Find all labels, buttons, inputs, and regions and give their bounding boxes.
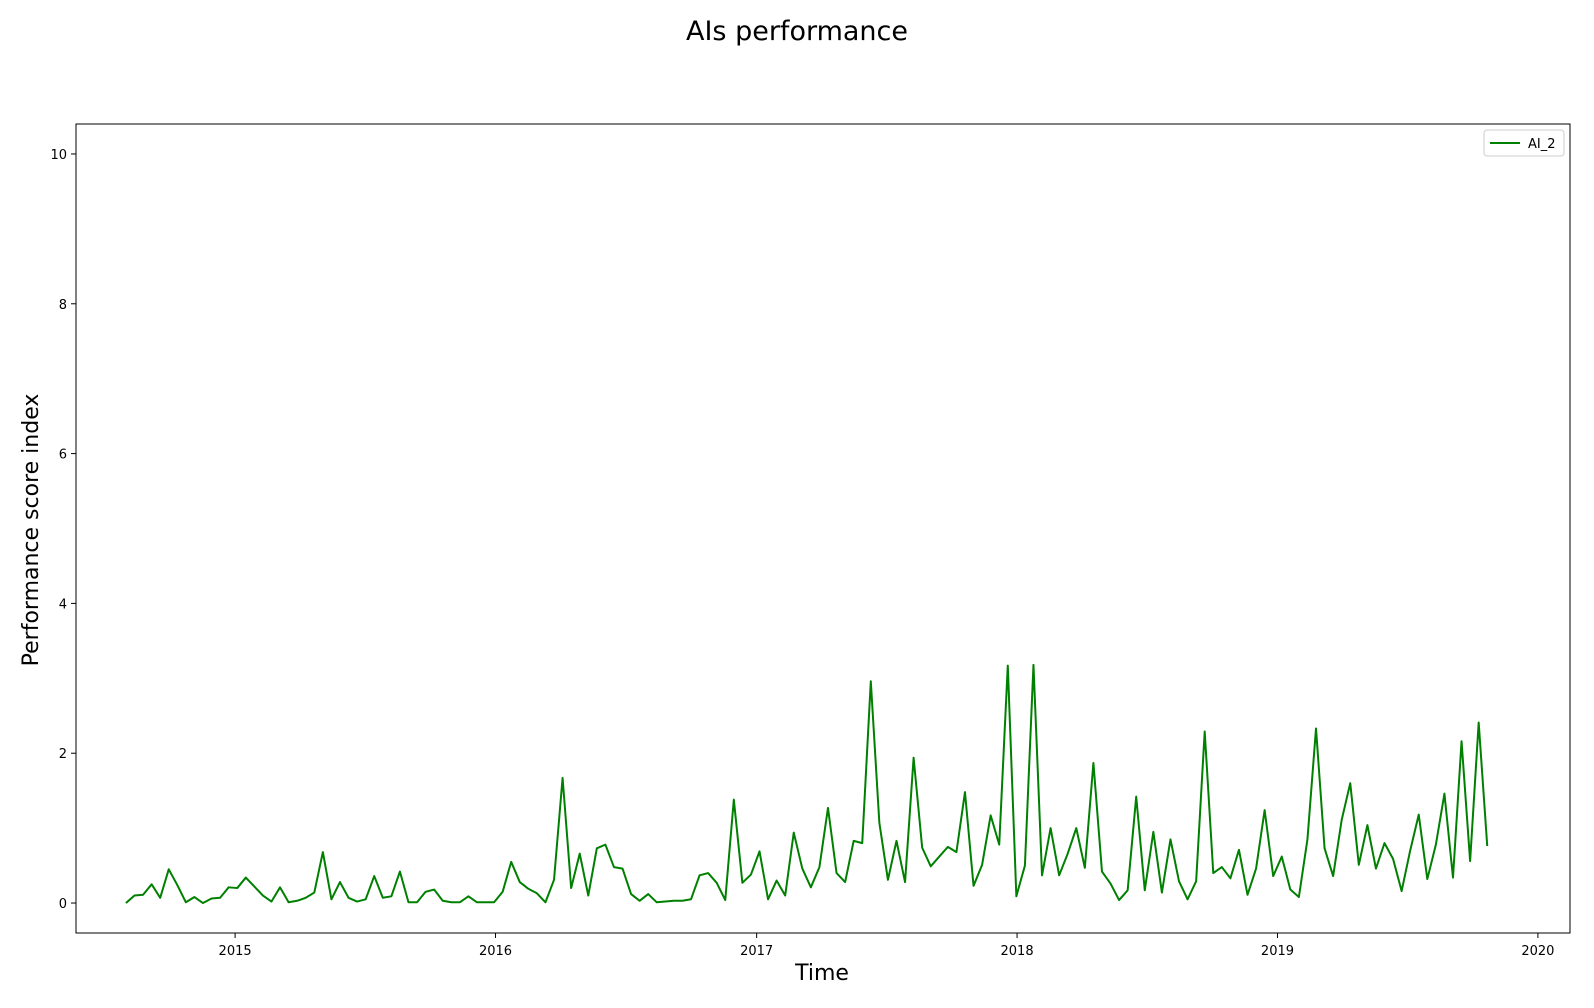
x-tick-label: 2017 <box>740 944 773 959</box>
plot-area <box>75 123 1571 934</box>
legend: AI_2 <box>1483 129 1565 157</box>
x-axis-label: Time <box>794 961 849 986</box>
y-tick-label: 2 <box>59 747 67 762</box>
y-axis: 0 2 4 6 8 10 <box>50 148 76 912</box>
x-tick-label: 2018 <box>1001 944 1034 959</box>
legend-box <box>1483 129 1565 157</box>
legend-label-ai-2: AI_2 <box>1528 137 1556 152</box>
x-tick-label: 2015 <box>219 944 252 959</box>
x-tick-label: 2016 <box>479 944 512 959</box>
x-tick-label: 2020 <box>1521 944 1554 959</box>
y-tick-label: 6 <box>59 448 67 463</box>
chart-title: AIs performance <box>686 16 908 47</box>
x-tick-label: 2019 <box>1261 944 1294 959</box>
series-line-ai-2 <box>125 663 1489 905</box>
y-tick-label: 0 <box>59 897 67 912</box>
y-axis-label: Performance score index <box>19 394 44 667</box>
y-tick-label: 4 <box>59 597 67 612</box>
x-axis: 2015 2016 2017 2018 2019 2020 <box>219 933 1554 959</box>
y-tick-label: 8 <box>59 298 67 313</box>
y-tick-label: 10 <box>50 148 67 163</box>
series-layer <box>125 663 1489 905</box>
